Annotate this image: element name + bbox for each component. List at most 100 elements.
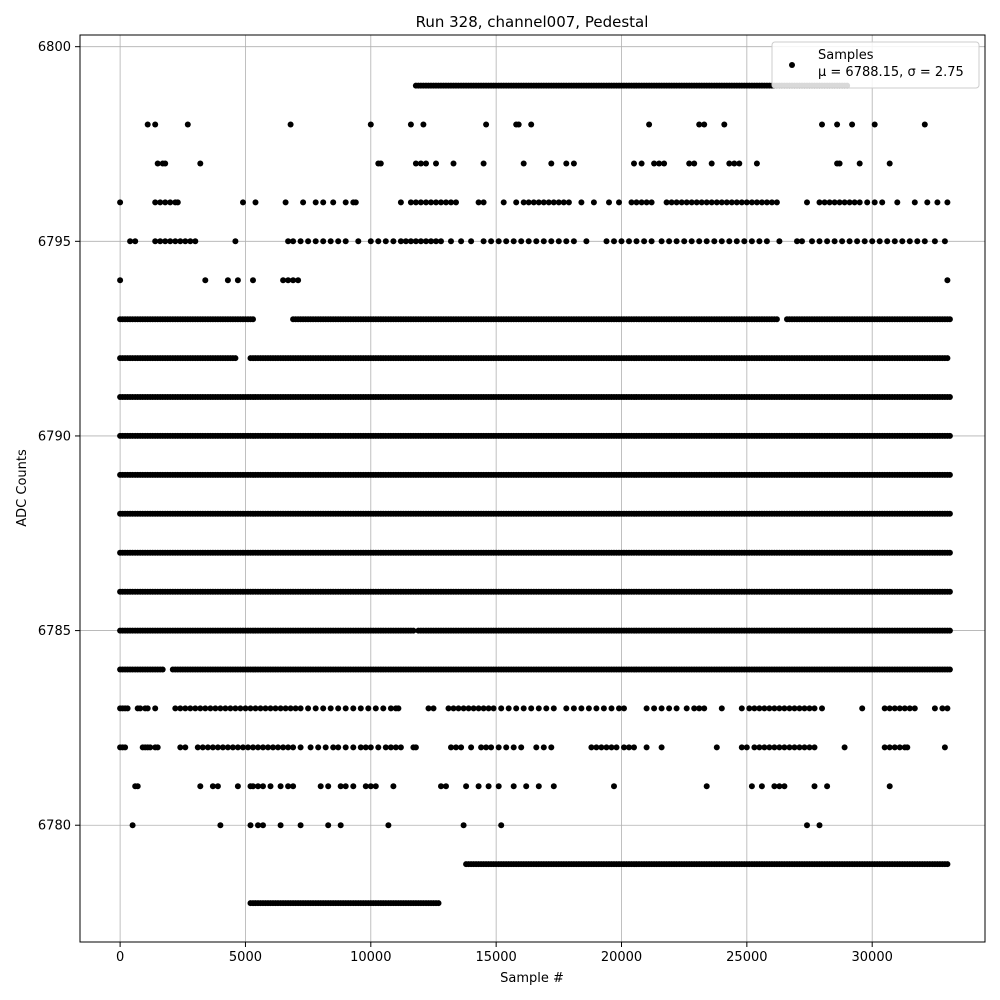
data-point xyxy=(896,705,903,712)
data-point xyxy=(285,783,292,790)
data-point xyxy=(234,744,241,751)
data-point xyxy=(638,160,645,167)
data-point xyxy=(199,744,206,751)
data-point xyxy=(468,744,475,751)
data-point xyxy=(656,160,663,167)
data-point xyxy=(846,238,853,245)
data-point xyxy=(726,238,733,245)
data-point xyxy=(611,783,617,790)
data-point xyxy=(124,705,131,712)
data-point xyxy=(483,744,490,751)
data-point xyxy=(628,199,635,206)
data-point xyxy=(365,705,372,712)
data-point xyxy=(683,705,690,712)
data-point xyxy=(252,705,259,712)
data-point xyxy=(570,238,577,245)
data-point xyxy=(944,277,951,284)
data-point xyxy=(946,666,953,673)
data-point xyxy=(330,744,337,751)
data-point xyxy=(934,199,941,206)
data-point xyxy=(423,238,429,245)
data-point xyxy=(530,199,537,206)
data-point xyxy=(528,705,535,712)
data-point xyxy=(177,705,184,712)
data-point xyxy=(726,160,733,167)
data-point xyxy=(791,705,798,712)
data-point xyxy=(886,744,893,751)
data-point xyxy=(738,705,745,712)
data-point xyxy=(325,822,332,829)
data-point xyxy=(260,744,266,751)
data-point xyxy=(154,160,161,167)
data-point xyxy=(809,238,815,245)
data-point xyxy=(285,744,292,751)
data-point xyxy=(192,238,199,245)
y-tick-label: 6780 xyxy=(38,819,71,834)
data-point xyxy=(891,238,898,245)
data-point xyxy=(941,744,948,751)
data-point xyxy=(214,783,221,790)
data-point xyxy=(470,705,477,712)
data-point xyxy=(891,744,898,751)
data-point xyxy=(761,705,768,712)
plot-area-frame xyxy=(79,34,986,943)
data-point xyxy=(738,199,745,206)
data-point xyxy=(320,705,327,712)
data-point xyxy=(392,744,399,751)
data-point xyxy=(295,277,302,284)
data-point xyxy=(753,199,760,206)
data-point xyxy=(312,705,319,712)
data-point xyxy=(367,238,374,245)
data-point xyxy=(631,744,637,751)
data-point xyxy=(480,238,487,245)
data-point xyxy=(460,822,467,829)
data-point xyxy=(350,744,357,751)
data-point xyxy=(375,744,382,751)
legend-series-name: Samples xyxy=(818,48,874,63)
data-point xyxy=(533,238,540,245)
data-point xyxy=(540,744,547,751)
data-point xyxy=(152,238,159,245)
data-point xyxy=(736,160,743,167)
data-point xyxy=(475,199,482,206)
data-point xyxy=(651,160,658,167)
data-point xyxy=(177,744,184,751)
data-point xyxy=(480,705,487,712)
data-point xyxy=(260,783,266,790)
data-point xyxy=(242,705,249,712)
data-point xyxy=(751,744,758,751)
data-point xyxy=(277,822,284,829)
data-point xyxy=(703,238,710,245)
data-point xyxy=(560,199,567,206)
data-point xyxy=(881,744,888,751)
data-point xyxy=(851,199,858,206)
data-point xyxy=(540,238,547,245)
data-point xyxy=(382,744,389,751)
data-point xyxy=(548,160,555,167)
data-point xyxy=(515,121,522,128)
data-point xyxy=(588,744,595,751)
data-point xyxy=(475,783,482,790)
data-point xyxy=(806,705,813,712)
data-point xyxy=(297,822,304,829)
data-point xyxy=(841,199,848,206)
data-point xyxy=(869,238,876,245)
data-point xyxy=(611,238,617,245)
data-point xyxy=(335,744,342,751)
data-point xyxy=(312,238,319,245)
data-point xyxy=(540,199,547,206)
data-point xyxy=(753,160,760,167)
data-point xyxy=(756,705,763,712)
data-point xyxy=(698,199,705,206)
data-point xyxy=(763,238,770,245)
data-point xyxy=(510,744,517,751)
data-point xyxy=(771,783,778,790)
data-point xyxy=(129,822,136,829)
data-point xyxy=(287,121,294,128)
data-point xyxy=(859,705,866,712)
data-point xyxy=(468,238,475,245)
data-point xyxy=(423,160,429,167)
data-point xyxy=(535,705,542,712)
data-point xyxy=(412,238,419,245)
data-point xyxy=(490,705,497,712)
